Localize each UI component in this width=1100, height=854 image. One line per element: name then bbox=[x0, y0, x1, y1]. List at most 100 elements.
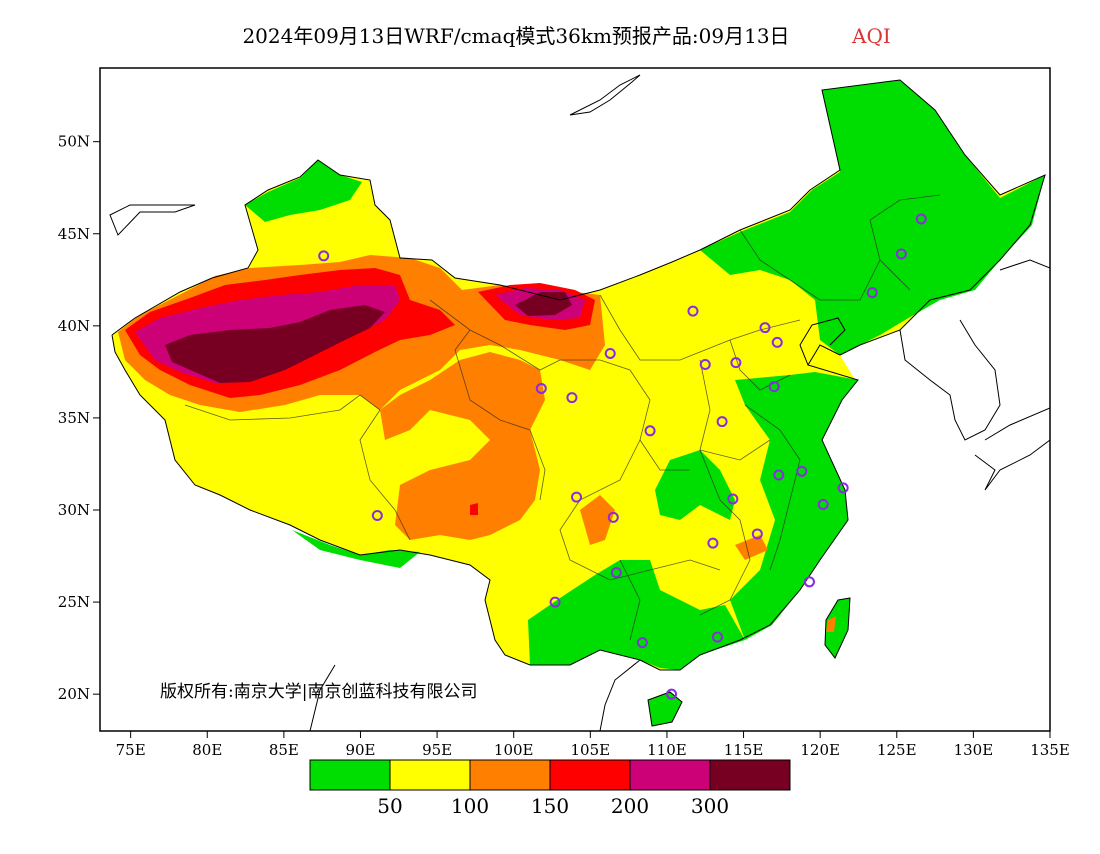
aqi-zone-hazardous-tarim bbox=[165, 305, 385, 383]
station-marker bbox=[549, 596, 561, 608]
legend-label: 100 bbox=[451, 794, 489, 818]
station-marker bbox=[607, 511, 619, 523]
station-marker bbox=[915, 213, 927, 225]
map-title: 2024年09月13日WRF/cmaq模式36km预报产品:09月13日 bbox=[242, 24, 789, 48]
y-tick-label: 20N bbox=[58, 685, 90, 703]
legend-label: 300 bbox=[691, 794, 729, 818]
lake-balkhash bbox=[109, 204, 196, 236]
station-marker bbox=[318, 250, 330, 262]
aqi-zone-good-east bbox=[730, 372, 858, 640]
y-tick-label: 35N bbox=[58, 409, 90, 427]
aqi-zone-good-northeast bbox=[700, 80, 1045, 355]
x-tick-label: 90E bbox=[345, 741, 375, 759]
copyright-text: 版权所有:南京大学|南京创蓝科技有限公司 bbox=[160, 682, 477, 702]
station-marker bbox=[687, 305, 699, 317]
aqi-color-legend: 50 100 150 200 300 bbox=[309, 759, 791, 818]
station-marker bbox=[371, 510, 383, 522]
aqi-zone-good-northwest bbox=[245, 160, 362, 222]
station-marker bbox=[796, 465, 808, 477]
x-tick-label: 105E bbox=[571, 741, 611, 759]
station-marker bbox=[712, 631, 723, 643]
legend-label: 50 bbox=[377, 794, 402, 818]
station-marker bbox=[837, 482, 849, 494]
aqi-zone-good-hainan bbox=[648, 692, 682, 726]
legend-swatch bbox=[469, 759, 551, 791]
china-southwest-border bbox=[111, 334, 641, 666]
legend-swatch bbox=[549, 759, 631, 791]
station-marker bbox=[535, 382, 547, 394]
x-tick-label: 130E bbox=[954, 741, 994, 759]
x-tick-label: 85E bbox=[269, 741, 299, 759]
station-marker bbox=[751, 528, 763, 540]
aqi-zone-good-taiwan bbox=[825, 598, 850, 658]
y-tick-label: 30N bbox=[58, 501, 90, 519]
station-marker bbox=[768, 381, 780, 393]
x-tick-label: 100E bbox=[494, 741, 534, 759]
x-axis: 75E 80E 85E 90E 95E 100E 105E 110E 115E 120E 125E 1… bbox=[116, 731, 1070, 759]
russia-east-coast bbox=[999, 259, 1050, 271]
plot-frame bbox=[99, 67, 1051, 732]
station-marker bbox=[571, 491, 583, 503]
station-marker bbox=[716, 416, 728, 428]
station-marker bbox=[773, 469, 785, 481]
y-tick-label: 50N bbox=[58, 133, 90, 151]
korea-coast bbox=[899, 319, 1001, 441]
legend-swatch bbox=[309, 759, 391, 791]
aqi-zone-sensitive-small bbox=[735, 535, 768, 560]
aqi-zone-good-central bbox=[655, 450, 735, 520]
china-coastline bbox=[639, 344, 859, 671]
station-marker bbox=[644, 425, 656, 437]
aqi-zone-sensitive-center bbox=[380, 352, 545, 540]
x-tick-label: 125E bbox=[877, 741, 917, 759]
aqi-field bbox=[112, 80, 1045, 726]
station-marker bbox=[566, 392, 578, 404]
y-tick-label: 25N bbox=[58, 593, 90, 611]
china-national-border bbox=[111, 79, 1046, 356]
x-tick-label: 135E bbox=[1030, 741, 1070, 759]
x-tick-label: 75E bbox=[116, 741, 146, 759]
indochina-coast bbox=[309, 659, 641, 731]
station-marker bbox=[730, 357, 742, 369]
legend-swatch bbox=[389, 759, 471, 791]
y-tick-label: 40N bbox=[58, 317, 90, 335]
x-tick-label: 95E bbox=[422, 741, 452, 759]
map-plot-area bbox=[100, 68, 1050, 731]
x-tick-label: 115E bbox=[724, 741, 764, 759]
station-marker bbox=[707, 537, 719, 549]
y-axis: 20N 25N 30N 35N 40N 45N 50N bbox=[58, 133, 100, 703]
station-markers bbox=[318, 213, 927, 700]
x-tick-label: 110E bbox=[647, 741, 687, 759]
station-marker bbox=[817, 498, 829, 510]
legend-label: 200 bbox=[611, 794, 649, 818]
legend-swatch bbox=[709, 759, 791, 791]
bohai-coast bbox=[799, 317, 846, 366]
aqi-zone-unhealthy-spot bbox=[470, 503, 478, 515]
legend-label: 150 bbox=[531, 794, 569, 818]
station-marker bbox=[771, 336, 783, 348]
station-marker bbox=[727, 493, 739, 505]
station-marker bbox=[604, 347, 616, 359]
japan-coast bbox=[974, 407, 1050, 491]
station-marker bbox=[895, 248, 907, 260]
taiwan-coast bbox=[824, 597, 851, 659]
station-marker bbox=[699, 359, 711, 371]
aqi-zone-hazardous-hexi bbox=[515, 292, 572, 316]
lake-baikal bbox=[569, 74, 641, 116]
aqi-zone-good-tibet-south bbox=[292, 530, 420, 568]
boundary-lines bbox=[109, 74, 1050, 731]
y-tick-label: 45N bbox=[58, 225, 90, 243]
station-marker bbox=[666, 688, 678, 700]
province-lines bbox=[184, 194, 941, 641]
x-tick-label: 80E bbox=[192, 741, 222, 759]
aqi-zone-sensitive-sw bbox=[580, 495, 615, 545]
map-variable-label: AQI bbox=[851, 24, 891, 48]
station-marker bbox=[636, 637, 648, 649]
station-marker bbox=[803, 576, 815, 588]
station-marker bbox=[866, 287, 878, 299]
legend-swatch bbox=[629, 759, 711, 791]
x-tick-label: 120E bbox=[800, 741, 840, 759]
station-marker bbox=[759, 322, 771, 334]
aqi-zone-sensitive-taiwan bbox=[826, 616, 836, 632]
